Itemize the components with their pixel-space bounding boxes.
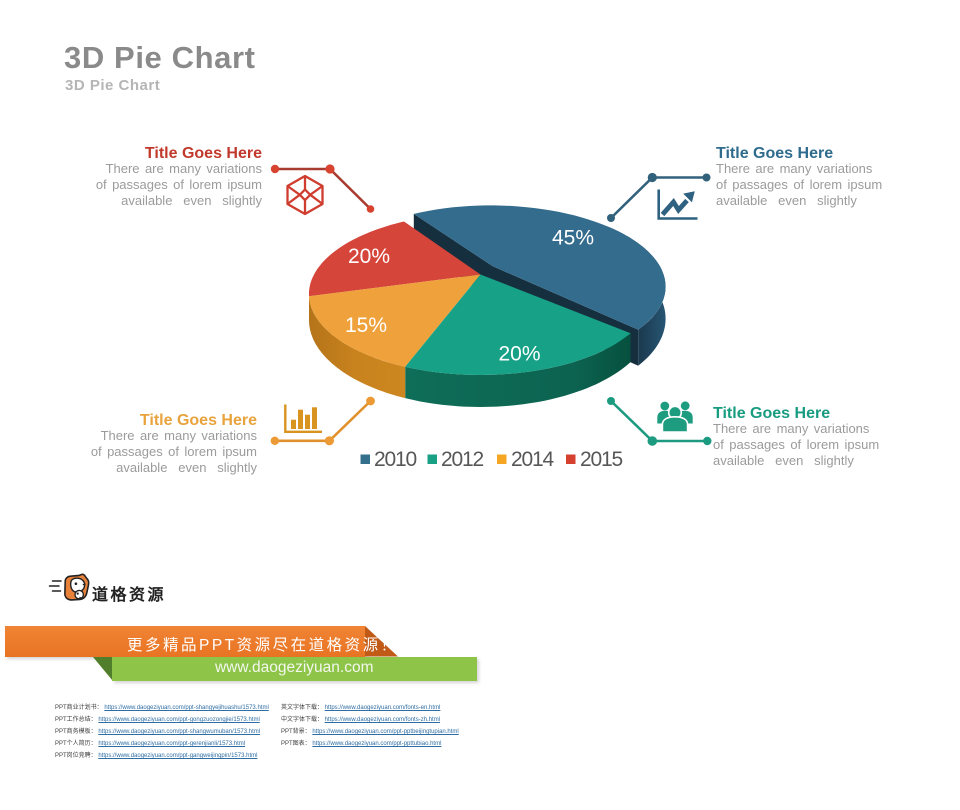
- svg-text:45%: 45%: [552, 227, 594, 250]
- svg-text:20%: 20%: [348, 245, 390, 268]
- svg-text:15%: 15%: [345, 314, 387, 337]
- svg-text:20%: 20%: [498, 343, 540, 366]
